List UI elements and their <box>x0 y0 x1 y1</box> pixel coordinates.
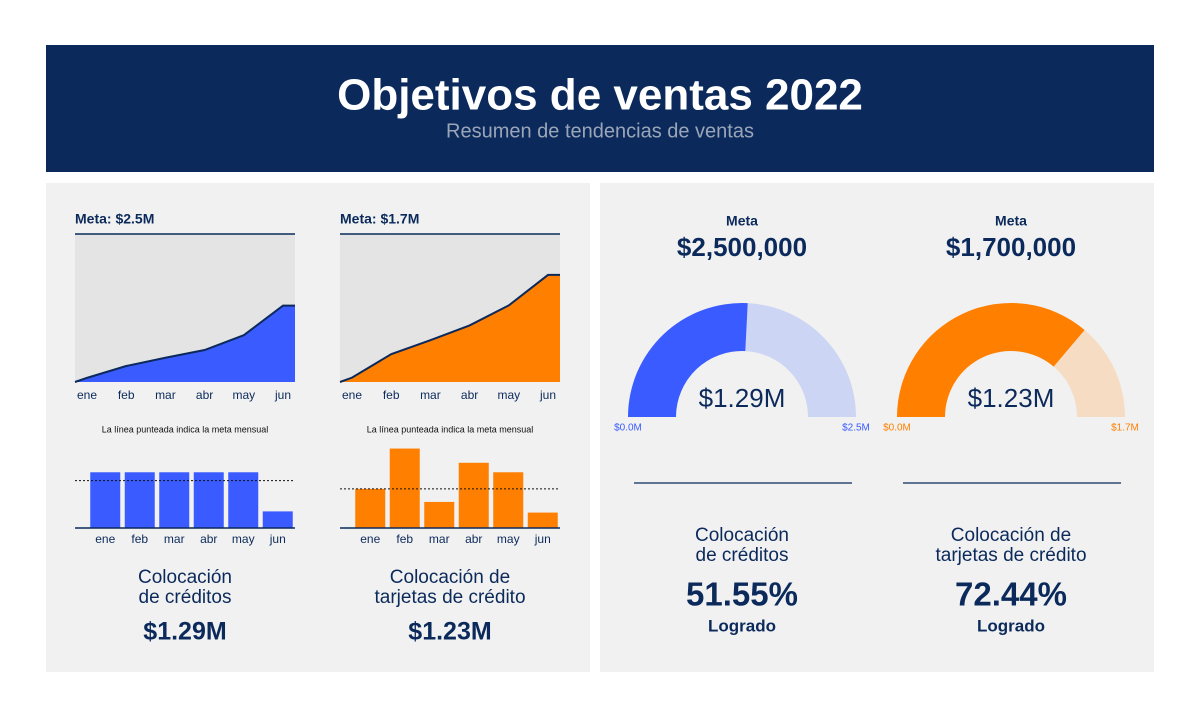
goal: $1,700,000 <box>946 232 1076 262</box>
x-tick-label: feb <box>118 388 135 402</box>
caption: Colocación de <box>390 567 510 588</box>
x-tick-label: may <box>497 388 520 402</box>
caption: de créditos <box>139 587 232 608</box>
x-tick-label: mar <box>155 388 176 402</box>
gauge-track <box>745 303 856 417</box>
bar <box>389 448 420 528</box>
x-tick-label: mar <box>164 532 185 546</box>
x-tick-label: mar <box>420 388 441 402</box>
x-tick-label: feb <box>131 532 148 546</box>
meta-label: Meta <box>995 213 1027 229</box>
percent: 72.44% <box>955 576 1067 613</box>
caption: de créditos <box>696 545 789 566</box>
x-tick-label: abr <box>196 388 213 402</box>
subtitle: Resumen de tendencias de ventas <box>446 120 754 142</box>
percent: 51.55% <box>686 576 798 613</box>
bar <box>458 462 489 528</box>
gauge-track <box>1053 329 1125 417</box>
caption: Colocación <box>138 567 232 588</box>
bar <box>90 472 121 528</box>
x-tick-label: feb <box>383 388 400 402</box>
caption: tarjetas de crédito <box>374 587 525 608</box>
bar <box>193 472 224 528</box>
x-tick-label: abr <box>465 532 482 546</box>
note: La línea punteada indica la meta mensual <box>102 424 269 434</box>
chart-title: Meta: $1.7M <box>340 211 419 227</box>
x-tick-label: may <box>232 388 255 402</box>
title: Objetivos de ventas 2022 <box>337 71 863 120</box>
caption: Colocación de <box>951 525 1071 546</box>
bar <box>424 501 455 528</box>
note: La línea punteada indica la meta mensual <box>367 424 534 434</box>
gauge-value-label: $1.29M <box>699 383 786 413</box>
x-tick-label: ene <box>95 532 115 546</box>
gauge-tick-label: $0.0M <box>883 423 911 434</box>
bar <box>355 488 386 528</box>
header <box>46 45 1154 172</box>
x-tick-label: abr <box>200 532 217 546</box>
gauge-value <box>628 303 748 417</box>
percent-caption: Logrado <box>708 616 776 635</box>
area-fill <box>75 305 295 382</box>
x-tick-label: jun <box>269 532 286 546</box>
bar <box>527 512 558 528</box>
bar <box>228 472 259 528</box>
area-line <box>74 304 295 383</box>
x-tick-label: feb <box>396 532 413 546</box>
x-tick-label: jun <box>534 532 551 546</box>
gauge-tick-label: $0.0M <box>614 423 642 434</box>
caption: tarjetas de crédito <box>935 545 1086 566</box>
gauge-value-label: $1.23M <box>968 383 1055 413</box>
x-tick-label: abr <box>461 388 478 402</box>
right-panel <box>600 183 1154 672</box>
meta-label: Meta <box>726 213 758 229</box>
gauge-tick-label: $1.7M <box>1111 423 1139 434</box>
caption: Colocación <box>695 525 789 546</box>
bar <box>262 511 293 528</box>
gauge-tick-label: $2.5M <box>842 423 870 434</box>
chart-title: Meta: $2.5M <box>75 211 154 227</box>
area-line <box>339 273 560 383</box>
x-tick-label: mar <box>429 532 450 546</box>
x-tick-label: ene <box>360 532 380 546</box>
percent-caption: Logrado <box>977 616 1045 635</box>
bar <box>124 472 155 528</box>
x-tick-label: ene <box>342 388 362 402</box>
area-fill <box>340 274 560 382</box>
x-tick-label: may <box>497 532 520 546</box>
total: $1.29M <box>143 618 226 646</box>
gauge-value <box>897 303 1085 417</box>
x-tick-label: jun <box>274 388 291 402</box>
x-tick-label: ene <box>77 388 97 402</box>
total: $1.23M <box>408 618 491 646</box>
bar <box>159 472 190 528</box>
goal: $2,500,000 <box>677 232 807 262</box>
x-tick-label: jun <box>539 388 556 402</box>
bar <box>493 472 524 528</box>
x-tick-label: may <box>232 532 255 546</box>
